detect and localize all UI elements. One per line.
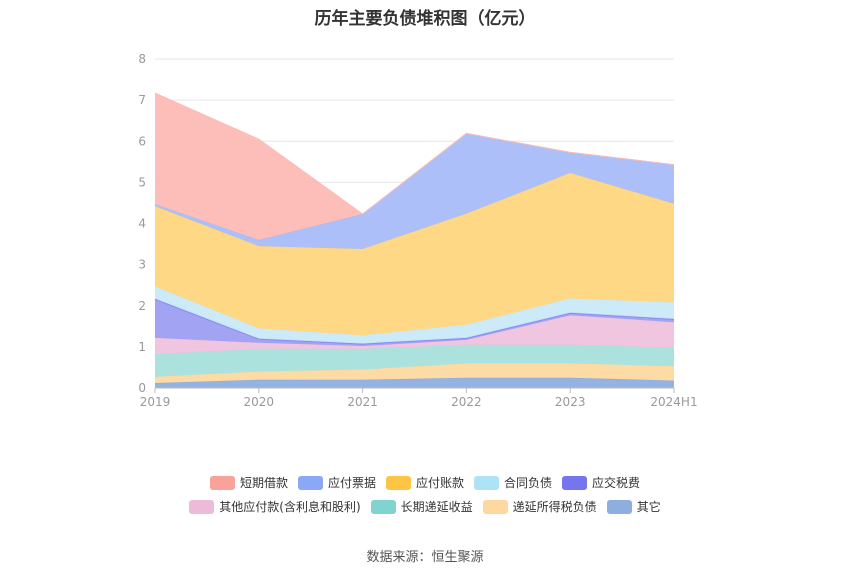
legend-label: 递延所得税负债: [512, 500, 597, 514]
legend-swatch: [562, 475, 588, 490]
area-series-2: [155, 344, 674, 377]
legend-label: 应交税费: [592, 476, 641, 490]
x-tick-label: 2023: [555, 395, 586, 409]
y-tick-label: 1: [138, 340, 146, 354]
legend-item[interactable]: 应交税费: [562, 474, 640, 491]
area-edge-8: [154, 92, 675, 215]
legend-swatch: [606, 499, 632, 514]
y-tick-label: 5: [138, 175, 146, 189]
legend-label: 应付票据: [327, 476, 376, 490]
legend-swatch: [385, 475, 411, 490]
y-tick-label: 0: [138, 381, 146, 395]
area-series-8: [155, 93, 674, 240]
stacked-area-chart: 0 1 2 3 4 5 6 7 8 2019 2020 2021 2022 2023 2024H1: [138, 52, 697, 409]
legend-item[interactable]: 其他应付款(含利息和股利): [189, 498, 361, 515]
series-areas: [154, 92, 675, 388]
area-series-5: [155, 286, 674, 344]
legend-label: 其他应付款(含利息和股利): [219, 500, 361, 514]
legend-row-1: 短期借款 应付票据 应付账款 合同负债 应交税费: [0, 474, 850, 491]
area-series-6: [155, 172, 674, 336]
legend-swatch: [189, 499, 215, 514]
legend-swatch: [474, 475, 499, 490]
area-series-3: [155, 315, 674, 355]
legend-item[interactable]: 其它: [606, 498, 661, 515]
y-tick-label: 3: [138, 258, 146, 272]
y-tick-label: 7: [138, 93, 146, 107]
legend-item[interactable]: 长期递延收益: [370, 498, 473, 515]
y-tick-label: 8: [138, 52, 146, 66]
legend-label: 其它: [636, 500, 661, 514]
y-tick-label: 4: [138, 217, 146, 231]
legend-item[interactable]: 递延所得税负债: [482, 498, 597, 515]
legend-swatch: [297, 475, 323, 490]
x-tick-label: 2019: [140, 395, 171, 409]
y-tick-label: 6: [138, 134, 146, 148]
legend-row-2: 其他应付款(含利息和股利) 长期递延收益 递延所得税负债 其它: [0, 498, 850, 515]
area-series-1: [155, 363, 674, 384]
legend-swatch: [482, 499, 508, 514]
y-tick-label: 2: [138, 299, 146, 313]
x-tick-label: 2021: [347, 395, 378, 409]
legend-item[interactable]: 合同负债: [474, 474, 552, 491]
data-source: 数据来源：恒生聚源: [366, 550, 484, 565]
legend-label: 合同负债: [504, 476, 553, 490]
area-series-0: [155, 377, 674, 388]
legend-swatch: [209, 475, 235, 490]
legend-label: 长期递延收益: [400, 500, 473, 514]
x-tick-label: 2022: [451, 395, 482, 409]
legend-item[interactable]: 应付账款: [385, 474, 464, 491]
legend-label: 短期借款: [239, 476, 288, 490]
legend-item[interactable]: 应付票据: [297, 474, 376, 491]
x-tick-label: 2020: [244, 395, 275, 409]
chart-title: 历年主要负债堆积图（亿元）: [314, 9, 536, 29]
legend-item[interactable]: 短期借款: [209, 474, 288, 491]
area-series-7: [155, 133, 674, 249]
x-tick-label: 2024H1: [650, 395, 697, 409]
axes: 0 1 2 3 4 5 6 7 8 2019 2020 2021 2022 2023 2024H1: [138, 52, 697, 409]
legend-label: 应付账款: [415, 476, 464, 490]
legend-swatch: [370, 499, 396, 514]
